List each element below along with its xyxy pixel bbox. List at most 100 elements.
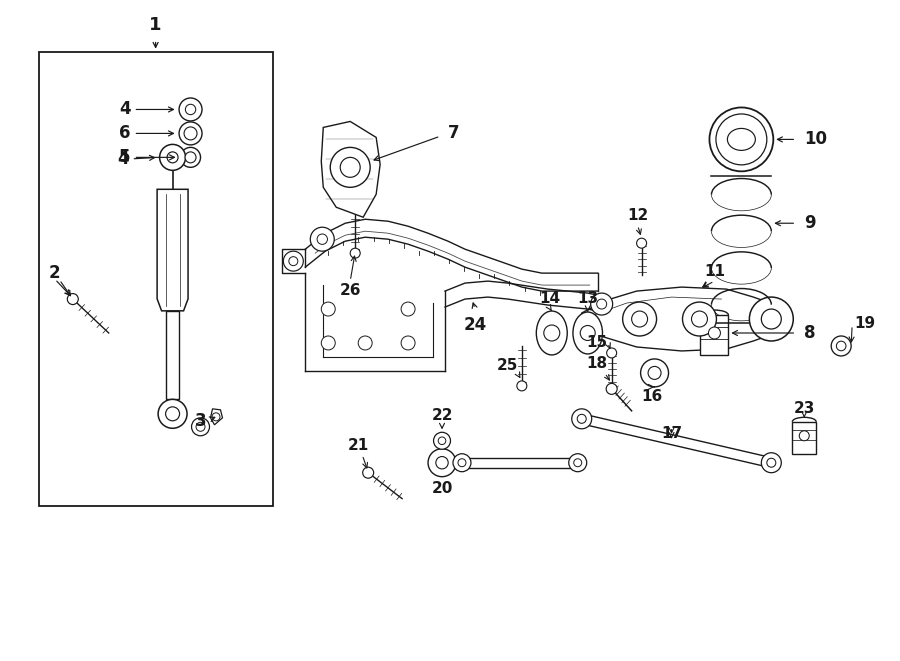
Circle shape [716, 114, 767, 165]
Circle shape [436, 457, 448, 469]
Text: 5: 5 [119, 148, 175, 167]
Circle shape [761, 453, 781, 473]
Circle shape [184, 127, 197, 140]
Text: 24: 24 [464, 316, 487, 334]
Bar [39, 52, 274, 506]
Text: 1: 1 [149, 16, 162, 34]
Ellipse shape [727, 128, 755, 151]
Text: 23: 23 [794, 401, 814, 416]
Text: 4: 4 [117, 150, 155, 169]
Text: 12: 12 [627, 208, 648, 223]
Circle shape [632, 311, 648, 327]
Circle shape [158, 399, 187, 428]
Circle shape [212, 413, 220, 421]
Circle shape [590, 293, 613, 315]
Text: 18: 18 [587, 356, 608, 371]
Circle shape [317, 234, 328, 245]
Circle shape [517, 381, 526, 391]
Bar [166, 311, 179, 399]
Text: 14: 14 [539, 291, 561, 306]
Circle shape [597, 299, 607, 309]
Circle shape [623, 302, 657, 336]
Circle shape [767, 458, 776, 467]
Circle shape [572, 409, 591, 429]
Circle shape [682, 302, 716, 336]
Text: 3: 3 [195, 412, 206, 430]
Text: 11: 11 [704, 264, 725, 279]
Ellipse shape [536, 311, 567, 355]
Circle shape [569, 453, 587, 472]
Bar [792, 422, 816, 453]
Circle shape [68, 293, 78, 305]
Circle shape [607, 348, 616, 358]
Text: 21: 21 [347, 438, 369, 453]
Polygon shape [158, 189, 188, 311]
Text: 2: 2 [49, 264, 60, 282]
Polygon shape [211, 409, 222, 425]
Circle shape [832, 336, 851, 356]
Polygon shape [581, 287, 781, 351]
Circle shape [363, 467, 374, 478]
Circle shape [709, 108, 773, 171]
Circle shape [179, 98, 202, 121]
Circle shape [321, 336, 335, 350]
Ellipse shape [573, 312, 602, 354]
Text: 16: 16 [641, 389, 662, 404]
Circle shape [192, 418, 210, 436]
Polygon shape [321, 122, 380, 217]
Circle shape [761, 309, 781, 329]
Bar [700, 315, 728, 355]
Circle shape [641, 359, 669, 387]
Text: 8: 8 [805, 324, 815, 342]
Text: 10: 10 [805, 130, 827, 149]
Polygon shape [462, 457, 578, 468]
Circle shape [185, 152, 196, 163]
Circle shape [708, 327, 720, 339]
Circle shape [321, 302, 335, 316]
Circle shape [330, 147, 370, 187]
Circle shape [453, 453, 471, 472]
Circle shape [799, 431, 809, 441]
Circle shape [636, 238, 646, 248]
Circle shape [750, 297, 793, 341]
Circle shape [179, 122, 202, 145]
Text: 26: 26 [339, 283, 361, 298]
Circle shape [607, 383, 617, 395]
Circle shape [358, 336, 373, 350]
Circle shape [428, 449, 456, 477]
Polygon shape [580, 414, 772, 467]
Circle shape [401, 302, 415, 316]
Circle shape [648, 366, 662, 379]
Text: 13: 13 [577, 291, 598, 306]
Circle shape [185, 104, 195, 114]
Circle shape [289, 256, 298, 266]
Circle shape [159, 144, 185, 171]
Circle shape [438, 437, 446, 445]
Text: 25: 25 [497, 358, 518, 373]
Text: 4: 4 [119, 100, 174, 118]
Text: 19: 19 [854, 315, 876, 330]
Circle shape [544, 325, 560, 341]
Circle shape [350, 248, 360, 258]
Circle shape [573, 459, 581, 467]
Circle shape [458, 459, 466, 467]
Text: 22: 22 [431, 408, 453, 423]
Circle shape [310, 227, 334, 251]
Text: 20: 20 [431, 481, 453, 496]
Circle shape [166, 407, 180, 421]
Circle shape [284, 251, 303, 271]
Circle shape [836, 341, 846, 351]
Circle shape [167, 152, 178, 163]
Circle shape [181, 147, 201, 167]
Circle shape [196, 422, 205, 431]
Circle shape [340, 157, 360, 177]
Text: 7: 7 [448, 124, 460, 142]
Text: 6: 6 [119, 124, 174, 142]
Text: 15: 15 [587, 336, 608, 350]
Circle shape [580, 325, 595, 340]
Circle shape [691, 311, 707, 327]
Text: 9: 9 [805, 214, 816, 232]
Circle shape [577, 414, 586, 423]
Circle shape [401, 336, 415, 350]
Circle shape [434, 432, 451, 449]
